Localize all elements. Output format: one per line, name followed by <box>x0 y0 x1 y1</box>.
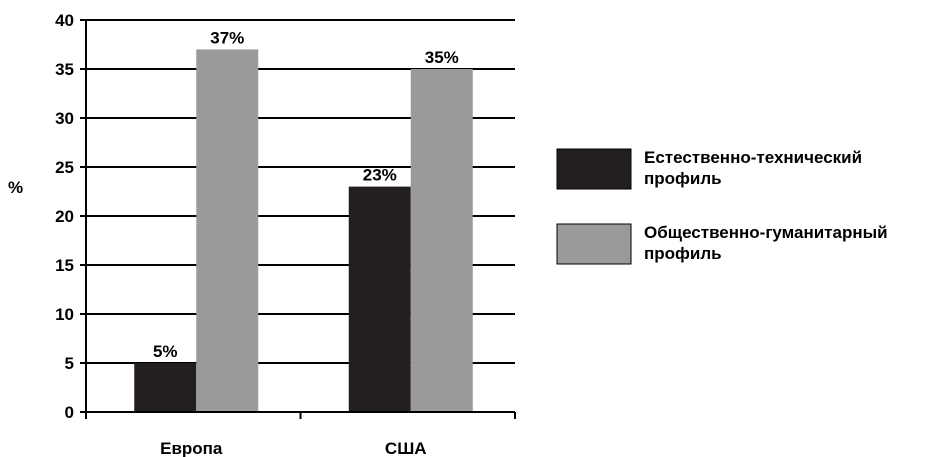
category-label: США <box>385 439 427 457</box>
y-tick-label: 20 <box>55 207 74 226</box>
data-label: 5% <box>153 342 178 361</box>
y-axis-title: % <box>8 178 23 197</box>
legend-label-line: профиль <box>644 169 722 188</box>
y-tick-labels: 0 5 10 15 20 25 30 35 40 <box>55 11 74 422</box>
legend-label-line: Общественно-гуманитарный <box>644 223 888 242</box>
category-label: Европа <box>160 439 223 457</box>
data-labels: 5% 37% 23% 35% <box>153 28 459 361</box>
data-label: 23% <box>363 166 397 185</box>
data-label: 35% <box>425 48 459 67</box>
legend-label-line: профиль <box>644 244 722 263</box>
data-label: 37% <box>210 28 244 47</box>
legend-label-line: Естественно-технический <box>644 148 862 167</box>
bar-1-2 <box>348 186 411 412</box>
y-tick-label: 10 <box>55 305 74 324</box>
y-tick-label: 40 <box>55 11 74 30</box>
bar-2-1 <box>196 49 259 413</box>
axes <box>80 19 516 419</box>
y-tick-label: 15 <box>55 256 74 275</box>
legend-label-1: Естественно-технический профиль <box>644 148 862 188</box>
y-tick-label: 0 <box>65 403 74 422</box>
legend: Естественно-технический профильОбщественн… <box>556 148 888 265</box>
y-tick-label: 30 <box>55 109 74 128</box>
bars <box>134 49 473 413</box>
legend-swatch-1 <box>556 148 632 190</box>
bar-2-2 <box>410 69 473 412</box>
legend-swatch-2 <box>556 223 632 265</box>
y-tick-label: 5 <box>65 354 74 373</box>
y-tick-label: 25 <box>55 158 74 177</box>
legend-label-2: Общественно-гуманитарный профиль <box>644 223 888 263</box>
x-category-labels: Европа США <box>160 439 426 457</box>
y-tick-label: 35 <box>55 60 74 79</box>
grid-lines <box>86 19 515 364</box>
bar-1-1 <box>134 363 197 412</box>
